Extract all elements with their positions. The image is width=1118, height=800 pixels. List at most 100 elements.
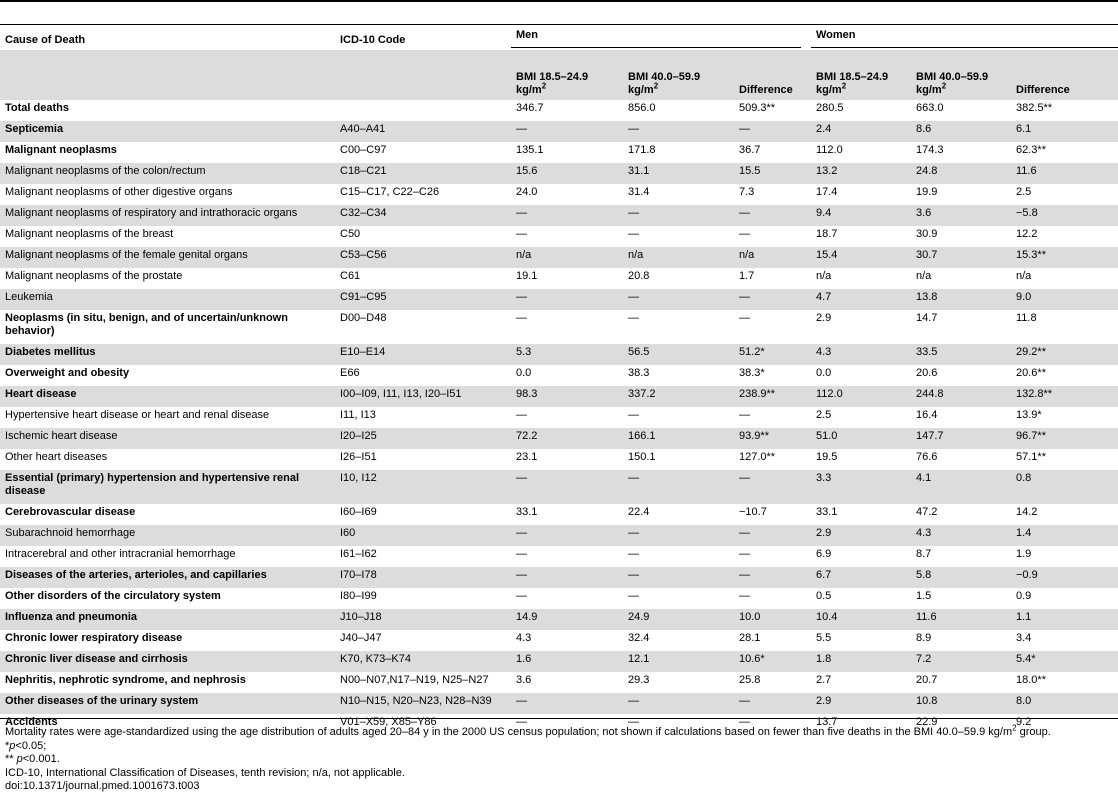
cell-women-normal: 0.0 [816, 367, 832, 379]
cell-cause: Malignant neoplasms of the female genita… [0, 247, 335, 268]
cell-cause: Intracerebral and other intracranial hem… [5, 548, 236, 560]
cell-cause: Chronic liver disease and cirrhosis [0, 651, 335, 672]
cell-women-difference: 18.0** [1016, 674, 1046, 686]
cell-women-obese: 11.6 [911, 609, 1011, 630]
cell-women-normal: 51.0 [811, 428, 911, 449]
cell-men-normal: 24.0 [516, 186, 538, 198]
cell-women-obese: 13.8 [911, 289, 1011, 310]
cell-women-obese: 174.3 [916, 144, 944, 156]
cell-men-obese: 166.1 [623, 428, 734, 449]
cell-women-obese: 16.4 [916, 409, 938, 421]
table-row: Chronic liver disease and cirrhosis K70, … [0, 651, 1118, 672]
cell-cause: Ischemic heart disease [0, 428, 335, 449]
cell-women-obese: 14.7 [916, 312, 938, 324]
cell-men-normal: 4.3 [516, 632, 532, 644]
cell-men-obese: — [628, 548, 639, 560]
header-rule [0, 24, 1118, 25]
table-row: Subarachnoid hemorrhage I60— — —2.9 4.3 1.4 [0, 525, 1118, 546]
cell-icd: C50 [340, 228, 361, 240]
cell-women-difference: 382.5** [1016, 102, 1053, 114]
cell-men-obese: 24.9 [623, 609, 734, 630]
cell-women-difference: 2.5 [1016, 186, 1032, 198]
cell-women-difference: 13.9* [1016, 409, 1042, 421]
cell-men-normal: 346.7 [516, 102, 544, 114]
cell-cause: Essential (primary) hypertension and hyp… [0, 470, 335, 504]
cell-men-obese: 171.8 [628, 144, 656, 156]
cell-women-difference: 1.4 [1011, 525, 1118, 546]
cell-icd: N00–N07,N17–N19, N25–N27 [340, 674, 489, 686]
footnote-abbreviations: ICD-10, International Classification of … [5, 766, 405, 779]
cell-women-obese: 4.3 [911, 525, 1011, 546]
cell-men-normal: — [516, 312, 527, 324]
cell-men-normal: 23.1 [516, 451, 538, 463]
cell-women-obese: 8.6 [911, 121, 1011, 142]
cell-women-normal: 9.4 [811, 205, 911, 226]
cell-women-difference: 5.4* [1011, 651, 1118, 672]
subheader-men-difference: Difference [734, 50, 811, 100]
cell-men-difference: — [734, 525, 811, 546]
cell-icd: C91–C95 [335, 289, 511, 310]
cell-women-difference: 6.1 [1011, 121, 1118, 142]
cell-men-difference: 10.6* [734, 651, 811, 672]
cell-cause: Diabetes mellitus [0, 344, 335, 365]
cell-men-difference: — [734, 121, 811, 142]
cell-men-normal: — [511, 205, 623, 226]
table-row: Malignant neoplasms C00–C97 135.1 171.8 36.7… [0, 142, 1118, 163]
cell-cause: Malignant neoplasms of other digestive o… [5, 186, 233, 198]
cell-men-difference: — [734, 289, 811, 310]
subheader-empty-cause [0, 50, 335, 100]
cell-icd: C32–C34 [335, 205, 511, 226]
cell-cause: Accidents [5, 716, 58, 728]
cell-icd: I20–I25 [335, 428, 511, 449]
cell-icd: K70, K73–K74 [335, 651, 511, 672]
table-row: Essential (primary) hypertension and hyp… [0, 470, 1118, 504]
cell-women-difference: 20.6** [1016, 367, 1046, 379]
cell-men-difference: — [739, 312, 750, 324]
cell-cause: Malignant neoplasms of the breast [5, 228, 174, 240]
cell-men-normal: 98.3 [511, 386, 623, 407]
cell-men-normal: 14.9 [511, 609, 623, 630]
cell-icd: C53–C56 [335, 247, 511, 268]
cell-cause: Total deaths [5, 102, 69, 114]
table-row: Total deaths 346.7 856.0 509.3** 280.5 663.0 3… [0, 100, 1118, 121]
cell-women-obese: 8.7 [916, 548, 932, 560]
cell-men-obese: 150.1 [628, 451, 656, 463]
cell-men-obese: 31.1 [623, 163, 734, 184]
header-cause: Cause of Death [5, 34, 86, 46]
cell-men-normal: 33.1 [516, 506, 538, 518]
cell-women-obese: 30.7 [911, 247, 1011, 268]
table-row: Other diseases of the urinary system N10–… [0, 693, 1118, 714]
cell-women-obese: 1.5 [916, 590, 932, 602]
table-row: Malignant neoplasms of the female genita… [0, 247, 1118, 268]
cell-women-obese: 76.6 [916, 451, 938, 463]
cell-women-obese: 5.8 [911, 567, 1011, 588]
cell-women-normal: 2.5 [816, 409, 832, 421]
cell-cause: Subarachnoid hemorrhage [0, 525, 335, 546]
cell-men-difference: 28.1 [739, 632, 761, 644]
cell-women-obese: 19.9 [916, 186, 938, 198]
cell-men-normal: — [511, 693, 623, 714]
cell-women-obese: 10.8 [911, 693, 1011, 714]
cell-women-difference: 0.9 [1016, 590, 1032, 602]
subheader-men-normal: BMI 18.5–24.9 kg/m2 [511, 50, 623, 100]
subheader-men-obese: BMI 40.0–59.9 kg/m2 [623, 50, 734, 100]
cell-men-difference: 127.0** [739, 451, 776, 463]
cell-icd: C15–C17, C22–C26 [340, 186, 440, 198]
cell-women-normal: 2.9 [811, 525, 911, 546]
cell-men-obese: 22.4 [628, 506, 650, 518]
cell-men-difference: 10.0 [734, 609, 811, 630]
cell-women-normal: 6.9 [816, 548, 832, 560]
cell-women-difference: 9.2 [1016, 716, 1032, 728]
cell-men-normal: — [511, 567, 623, 588]
subheader-empty-icd [335, 50, 511, 100]
cell-women-difference: 29.2** [1011, 344, 1118, 365]
cell-men-obese: 29.3 [628, 674, 650, 686]
table-row: Malignant neoplasms of respiratory and i… [0, 205, 1118, 226]
cell-women-obese: 663.0 [916, 102, 944, 114]
cell-icd: I70–I78 [335, 567, 511, 588]
table-row: Malignant neoplasms of other digestive o… [0, 184, 1118, 205]
cell-women-difference: n/a [1016, 270, 1032, 282]
cell-cause: Leukemia [0, 289, 335, 310]
table-row: Heart disease I00–I09, I11, I13, I20–I51 9… [0, 386, 1118, 407]
